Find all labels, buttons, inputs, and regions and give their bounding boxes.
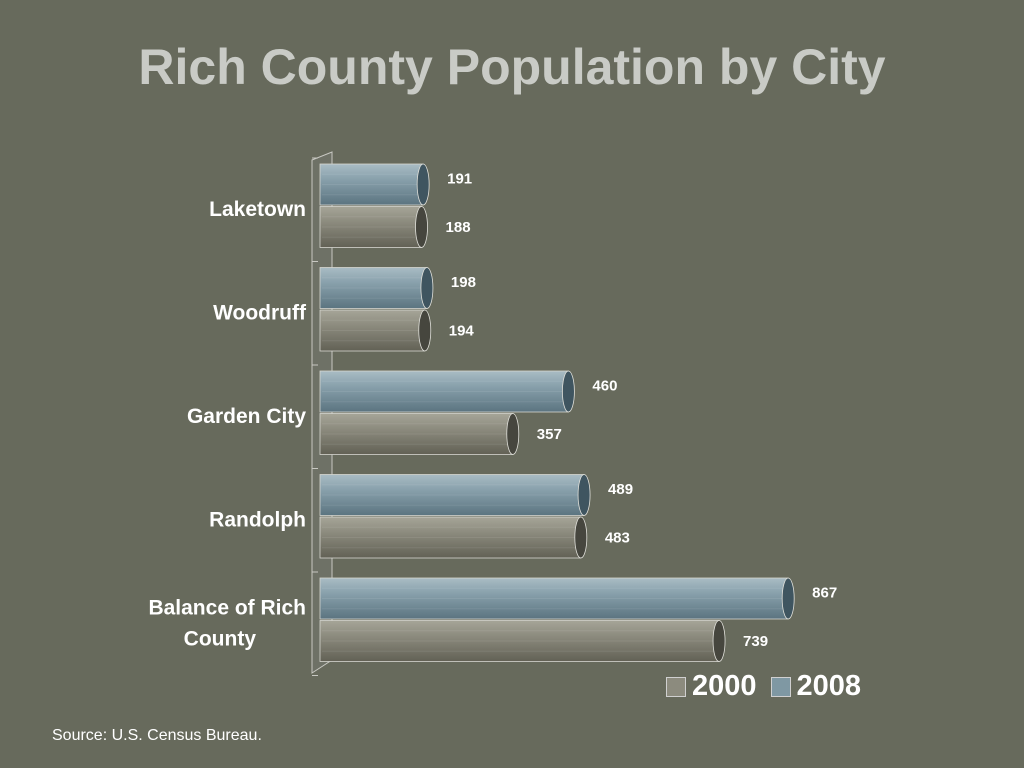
legend-swatch-2000 (666, 676, 686, 697)
legend-label-2008: 2008 (796, 670, 862, 702)
value-label-randolph-2008: 489 (608, 481, 633, 498)
bar-balance-of-rich-county-2000 (319, 620, 720, 662)
legend-label-2000: 2000 (692, 670, 757, 702)
legend: 2000 2008 (666, 670, 875, 703)
category-label-balance-of-rich-county: Balance of Rich (148, 597, 306, 620)
value-label-garden-city-2008: 460 (592, 378, 617, 395)
source-note: Source: U.S. Census Bureau. (52, 727, 262, 744)
bar-cap-balance-of-rich-county-2008 (781, 577, 795, 620)
legend-item-2008: 2008 (770, 670, 862, 703)
bar-randolph-2008 (319, 474, 585, 516)
legend-swatch-2008 (770, 676, 791, 697)
category-label-garden-city: Garden City (187, 405, 306, 428)
bar-cap-randolph-2000 (574, 516, 588, 559)
bar-cap-laketown-2000 (415, 206, 428, 248)
bar-cap-woodruff-2008 (420, 267, 434, 309)
category-label-balance-of-rich-county: County (184, 628, 257, 651)
value-label-balance-of-rich-county-2000: 739 (743, 633, 768, 650)
bar-woodruff-2000 (319, 309, 426, 352)
bar-cap-garden-city-2000 (506, 413, 520, 455)
bar-randolph-2000 (319, 516, 582, 559)
bar-woodruff-2008 (319, 267, 428, 309)
bar-cap-garden-city-2008 (562, 370, 575, 413)
bar-cap-balance-of-rich-county-2000 (712, 620, 726, 662)
bar-balance-of-rich-county-2008 (319, 577, 789, 620)
bar-garden-city-2008 (319, 370, 569, 413)
bar-cap-laketown-2008 (416, 163, 430, 206)
value-label-woodruff-2000: 194 (449, 323, 475, 340)
bar-laketown-2000 (319, 206, 422, 248)
bar-garden-city-2000 (319, 413, 514, 455)
bar-cap-randolph-2008 (577, 474, 591, 516)
category-label-randolph: Randolph (209, 509, 306, 532)
bar-laketown-2008 (319, 163, 424, 206)
value-label-laketown-2000: 188 (446, 219, 471, 236)
value-label-balance-of-rich-county-2008: 867 (812, 585, 837, 602)
value-label-laketown-2008: 191 (447, 171, 472, 188)
value-label-garden-city-2000: 357 (537, 426, 562, 443)
category-label-woodruff: Woodruff (213, 302, 307, 325)
bar-cap-woodruff-2000 (418, 309, 432, 352)
legend-item-2000: 2000 (666, 670, 757, 703)
value-label-randolph-2000: 483 (605, 530, 630, 547)
value-label-woodruff-2008: 198 (451, 274, 476, 291)
chart-title: Rich County Population by City (138, 39, 886, 95)
category-label-laketown: Laketown (209, 198, 306, 221)
